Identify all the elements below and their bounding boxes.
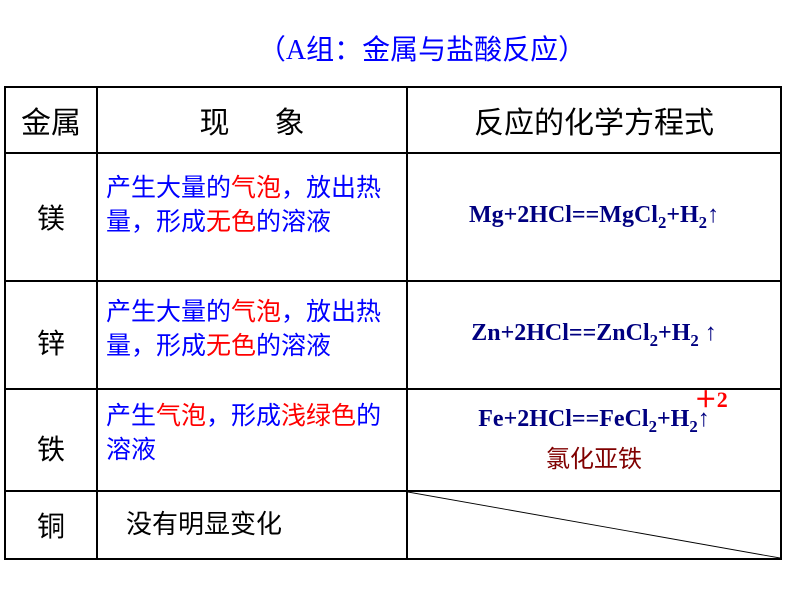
metal-cu: 铜 [5,491,97,559]
metal-zn: 锌 [5,281,97,389]
oxidation-state: ＋2 [691,382,731,414]
header-observation: 现 象 [97,87,407,153]
table-row-mg: 镁 产生大量的气泡，放出热量，形成无色的溶液 Mg+2HCl==MgCl2+H2… [5,153,781,281]
table-row-cu: 铜 没有明显变化 [5,491,781,559]
no-reaction-icon [408,492,780,558]
equation-zn: Zn+2HCl==ZnCl2+H2 ↑ [407,281,781,389]
header-equation: 反应的化学方程式 [407,87,781,153]
metal-mg: 镁 [5,153,97,281]
observation-cu: 没有明显变化 [97,491,407,559]
metal-fe: 铁 [5,389,97,491]
reaction-table: 金属 现 象 反应的化学方程式 镁 产生大量的气泡，放出热量，形成无色的溶液 M… [4,86,782,560]
observation-zn: 产生大量的气泡，放出热量，形成无色的溶液 [97,281,407,389]
observation-fe: 产生气泡，形成浅绿色的溶液 [97,389,407,491]
observation-mg: 产生大量的气泡，放出热量，形成无色的溶液 [97,153,407,281]
equation-fe: ＋2 Fe+2HCl==FeCl2+H2↑ 氯化亚铁 [407,389,781,491]
table-header-row: 金属 现 象 反应的化学方程式 [5,87,781,153]
title-prefix: （A [258,35,306,66]
page-title: （A组：金属与盐酸反应） [0,0,794,86]
title-suffix: ） [558,35,586,66]
title-mid: 组：金属与盐酸反应 [306,35,558,66]
reaction-table-container: 金属 现 象 反应的化学方程式 镁 产生大量的气泡，放出热量，形成无色的溶液 M… [4,86,780,560]
equation-mg: Mg+2HCl==MgCl2+H2↑ [407,153,781,281]
equation-cu-none [407,491,781,559]
header-metal: 金属 [5,87,97,153]
table-row-zn: 锌 产生大量的气泡，放出热量，形成无色的溶液 Zn+2HCl==ZnCl2+H2… [5,281,781,389]
table-row-fe: 铁 产生气泡，形成浅绿色的溶液 ＋2 Fe+2HCl==FeCl2+H2↑ 氯化… [5,389,781,491]
product-name-fe: 氯化亚铁 [414,439,774,474]
